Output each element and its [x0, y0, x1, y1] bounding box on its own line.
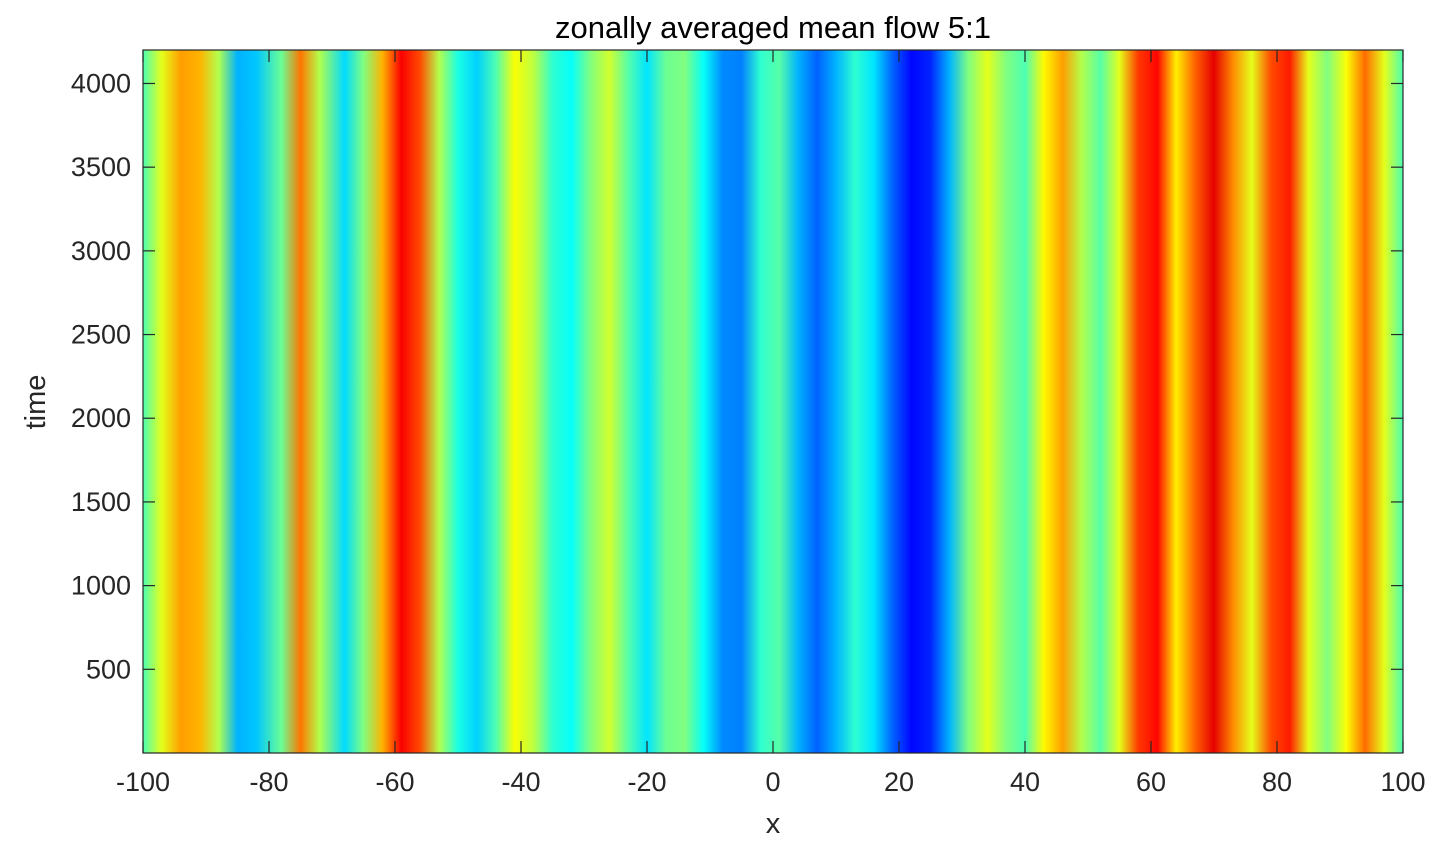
x-tick-label: -80	[249, 767, 288, 797]
y-tick-label: 2500	[71, 320, 131, 350]
x-tick-label: 100	[1380, 767, 1425, 797]
x-tick-label: -100	[116, 767, 170, 797]
x-tick-label: 20	[884, 767, 914, 797]
x-tick-label: 60	[1136, 767, 1166, 797]
x-axis-label: x	[766, 808, 781, 840]
x-tick-label: 0	[765, 767, 780, 797]
y-tick-label: 1000	[71, 571, 131, 601]
plot-area	[142, 49, 1404, 754]
y-tick-label: 2000	[71, 403, 131, 433]
heatmap-field	[143, 50, 1403, 753]
y-tick-label: 3500	[71, 152, 131, 182]
x-axis-ticks: -100 -80 -60 -40 -20 0 20 40 60 80 100	[116, 50, 1426, 797]
x-tick-label: -40	[501, 767, 540, 797]
x-tick-label: 40	[1010, 767, 1040, 797]
y-tick-label: 3000	[71, 236, 131, 266]
chart-title: zonally averaged mean flow 5:1	[555, 10, 991, 45]
y-axis-ticks: 500 1000 1500 2000 2500 3000 3500 4000	[71, 68, 1403, 684]
y-tick-label: 1500	[71, 487, 131, 517]
y-tick-label: 4000	[71, 68, 131, 98]
x-tick-label: -20	[627, 767, 666, 797]
y-tick-label: 500	[86, 654, 131, 684]
y-axis-label: time	[20, 375, 52, 430]
x-tick-label: -60	[375, 767, 414, 797]
x-tick-label: 80	[1262, 767, 1292, 797]
